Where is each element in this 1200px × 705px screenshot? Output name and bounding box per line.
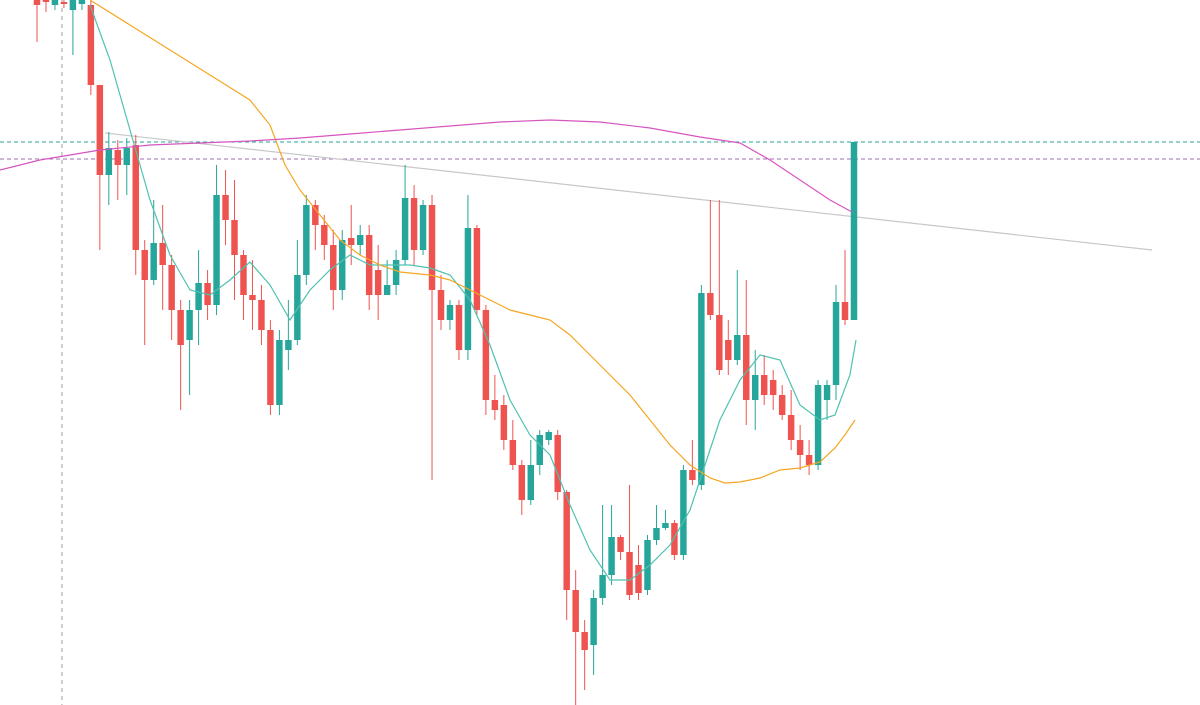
candle-body (177, 310, 184, 345)
candle-body (213, 195, 220, 305)
candle-body (599, 575, 606, 598)
candle-body (159, 243, 166, 265)
candle-body (626, 552, 633, 595)
candle-body (123, 148, 131, 165)
candle-body (87, 5, 95, 85)
trendline (104, 132, 1153, 251)
candle-body (114, 150, 122, 165)
candle-body (42, 0, 50, 2)
candle-body (608, 537, 615, 575)
candle-body (680, 470, 687, 555)
candle-body (141, 250, 148, 280)
candle-body (473, 228, 481, 310)
candle-body (823, 385, 831, 400)
candle-body (734, 335, 741, 360)
candle-body (51, 0, 59, 5)
candle-body (814, 385, 822, 465)
candle-body (312, 205, 319, 225)
candle-body (518, 465, 526, 500)
candle-body (231, 220, 238, 255)
candle-body (572, 590, 579, 632)
candle-body (805, 455, 813, 465)
candle-body (617, 537, 624, 552)
candle-body (356, 235, 364, 245)
candle-body (760, 375, 768, 395)
candle-body (509, 440, 517, 465)
candle-body (276, 340, 283, 405)
candle-body (832, 302, 840, 385)
candle-body (105, 148, 113, 175)
candle-body (321, 225, 328, 245)
candle-body (716, 315, 723, 370)
candle-body (240, 255, 247, 295)
candle-body (787, 415, 795, 440)
candle-body (419, 205, 427, 250)
candle-body (545, 432, 552, 440)
candle-body (392, 260, 400, 285)
candle-body (689, 470, 696, 480)
candle-body (69, 0, 77, 10)
candle-body (168, 265, 175, 310)
candle-body (437, 290, 445, 320)
candle-body (778, 395, 786, 415)
candle-body (347, 238, 355, 245)
candle-body (33, 0, 41, 5)
candle-body (653, 528, 660, 540)
candle-body (635, 565, 642, 593)
candle-body (725, 340, 732, 360)
candle-body (410, 198, 418, 250)
candle-body (222, 195, 229, 220)
candle-body (769, 380, 777, 395)
candle-body (132, 145, 139, 250)
candle-body (590, 598, 597, 645)
candle-body (563, 492, 570, 590)
moving-average-line (89, 0, 856, 484)
candle-body (383, 285, 391, 295)
candle-body (841, 302, 849, 320)
candle-body (401, 198, 409, 260)
candle-body (743, 335, 750, 400)
candle-body (491, 400, 499, 410)
candle-body (581, 632, 588, 650)
candle-body (536, 435, 543, 465)
candle-body (374, 270, 382, 295)
candle-body (303, 205, 310, 275)
moving-average-line (0, 119, 853, 213)
candle-body (249, 295, 256, 300)
candle-body (258, 300, 265, 330)
candle-body (78, 0, 86, 4)
candle-body (446, 305, 454, 320)
candle-body (751, 375, 759, 400)
candle-body (707, 293, 714, 315)
candle-body (796, 440, 804, 455)
moving-average-line (89, 4, 857, 581)
candle-body (267, 330, 274, 405)
candle-body (482, 310, 490, 400)
candle-body (339, 240, 346, 290)
candle-body (150, 243, 157, 280)
candle-body (60, 2, 68, 4)
candle-body (671, 523, 678, 555)
candle-body (428, 205, 436, 290)
candle-body (195, 283, 202, 310)
candle-body (527, 465, 535, 500)
candle-body (96, 85, 104, 175)
candle-body (455, 305, 463, 350)
candle-body (500, 405, 508, 440)
candle-body (554, 435, 561, 492)
candle-body (850, 142, 858, 320)
candle-body (285, 340, 292, 350)
candle-body (644, 540, 651, 590)
candle-body (294, 275, 301, 340)
candle-body (698, 293, 705, 485)
candle-body (662, 523, 669, 528)
candle-body (186, 310, 193, 340)
